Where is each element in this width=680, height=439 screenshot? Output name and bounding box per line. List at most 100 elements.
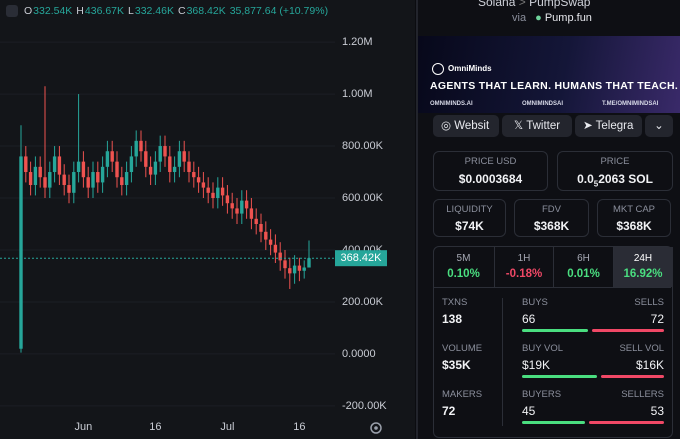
twitter-button[interactable]: 𝕏 Twitter bbox=[502, 115, 572, 137]
dex[interactable]: PumpSwap bbox=[529, 0, 591, 9]
banner-link[interactable]: T.ME/OMNIMINDSAI bbox=[602, 101, 659, 107]
telegram-button[interactable]: ➤ Telegra bbox=[575, 115, 642, 137]
candle-body bbox=[168, 156, 172, 173]
timeframe-tab[interactable]: 6H 0.01% bbox=[553, 247, 613, 287]
ohlc-value: 332.46K bbox=[135, 5, 174, 17]
settings-icon[interactable] bbox=[370, 422, 382, 434]
x-tick-label: Jul bbox=[220, 421, 234, 433]
candle-body bbox=[240, 200, 244, 214]
candle-body bbox=[52, 156, 57, 173]
sell-label: SELL VOL bbox=[619, 343, 664, 354]
candle-body bbox=[206, 187, 210, 193]
ohlc-key: L bbox=[128, 5, 134, 17]
candle-body bbox=[139, 140, 143, 152]
buy-bar bbox=[522, 375, 598, 378]
metric-label: LIQUIDITY bbox=[446, 204, 493, 215]
ohlc-value: 368.42K bbox=[187, 5, 226, 17]
candle-body bbox=[268, 239, 273, 245]
via-label: via bbox=[512, 12, 527, 24]
y-tick-label: -200.00K bbox=[342, 400, 387, 412]
sell-bar bbox=[589, 421, 664, 424]
candle-body bbox=[211, 192, 215, 199]
timeframe-label: 1H bbox=[517, 253, 531, 264]
y-tick-label: 600.00K bbox=[342, 192, 384, 204]
txns-value: 138 bbox=[442, 312, 463, 326]
candle-body bbox=[230, 203, 234, 209]
candle-body bbox=[192, 172, 196, 178]
metric-box: LIQUIDITY $74K bbox=[433, 199, 506, 237]
sell-label: SELLS bbox=[634, 297, 664, 308]
buy-label: BUYERS bbox=[522, 389, 562, 400]
ohlc-key: H bbox=[76, 5, 84, 17]
more-button[interactable]: ⌄ bbox=[645, 115, 673, 137]
candle-body bbox=[110, 151, 114, 162]
candle-body bbox=[148, 166, 153, 175]
buy-bar bbox=[522, 329, 588, 332]
price-usd: $0.0003684 bbox=[458, 172, 523, 186]
price-native-box: PRICE 0.052063 SOL bbox=[557, 151, 673, 191]
pair-panel: Solana > PumpSwap via ● Pump.fun OmniMin… bbox=[416, 0, 680, 439]
timeframe-tab[interactable]: 24H 16.92% bbox=[612, 247, 673, 287]
makers-label: MAKERS bbox=[442, 389, 483, 400]
volume-label: VOLUME bbox=[442, 343, 483, 354]
launchpad-row: via ● Pump.fun bbox=[512, 12, 592, 24]
symbol-icon bbox=[6, 5, 18, 17]
metric-value: $368K bbox=[533, 219, 570, 233]
candle-body bbox=[96, 172, 100, 183]
website-button[interactable]: ◎ Websit bbox=[433, 115, 499, 137]
candle-body bbox=[134, 140, 138, 157]
sell-bar bbox=[591, 329, 664, 332]
brand: OmniMinds bbox=[448, 64, 492, 73]
metric-box: MKT CAP $368K bbox=[597, 199, 671, 237]
sell-value: 72 bbox=[650, 312, 664, 326]
candle-body bbox=[33, 166, 38, 186]
candle-body bbox=[235, 208, 239, 214]
candle-body bbox=[43, 177, 47, 188]
candle-body bbox=[187, 161, 191, 173]
price-native: 0.052063 SOL bbox=[558, 172, 672, 188]
candle-body bbox=[158, 146, 162, 162]
timeframe-change: 16.92% bbox=[623, 268, 663, 280]
chain[interactable]: Solana bbox=[478, 0, 516, 9]
candle-body bbox=[259, 223, 263, 232]
sell-value: 53 bbox=[650, 404, 664, 418]
candle-body bbox=[62, 174, 66, 186]
chart: O 332.54K H 436.67K L 332.46K C 368.42K 35,877.6… bbox=[0, 4, 388, 434]
candle-body bbox=[216, 187, 220, 199]
banner: OmniMinds AGENTS THAT LEARN. HUMANS THAT… bbox=[418, 36, 680, 113]
candle-body bbox=[288, 268, 292, 274]
launchpad[interactable]: Pump.fun bbox=[544, 12, 592, 24]
y-tick-label: 200.00K bbox=[342, 296, 384, 308]
candle-body bbox=[292, 265, 297, 274]
ohlc-key: C bbox=[178, 5, 186, 17]
tagline: AGENTS THAT LEARN. HUMANS THAT TEACH. bbox=[430, 80, 679, 92]
price-native-label: PRICE bbox=[600, 156, 630, 167]
change: 35,877.64 (+10.79%) bbox=[230, 5, 328, 17]
timeframe-label: 5M bbox=[456, 253, 471, 264]
candle-body bbox=[72, 172, 76, 193]
buy-label: BUY VOL bbox=[522, 343, 564, 354]
timeframe-change: 0.10% bbox=[447, 268, 480, 280]
buy-label: BUYS bbox=[522, 297, 548, 308]
candle-body bbox=[19, 156, 23, 349]
price-zeros: 5 bbox=[593, 179, 599, 189]
timeframe-tab[interactable]: 5M 0.10% bbox=[434, 247, 493, 287]
candle-body bbox=[124, 172, 129, 186]
y-tick-label: 1.20M bbox=[342, 36, 373, 48]
y-tick-label: 0.0000 bbox=[342, 348, 376, 360]
candle-body bbox=[264, 231, 268, 240]
divider bbox=[502, 298, 503, 426]
button-label: Telegra bbox=[595, 120, 634, 132]
x-tick-label: 16 bbox=[149, 421, 161, 433]
banner-link[interactable]: OMNIMINDS.AI bbox=[430, 101, 473, 107]
candle-body bbox=[48, 172, 52, 188]
candle-body bbox=[91, 172, 95, 188]
candle-body bbox=[76, 161, 81, 173]
timeframe-tab[interactable]: 1H -0.18% bbox=[493, 247, 554, 287]
candle-body bbox=[86, 177, 90, 188]
txns-label: TXNS bbox=[442, 297, 468, 308]
candle-body bbox=[244, 200, 249, 209]
candle-body bbox=[220, 187, 225, 196]
banner-link[interactable]: OMNIMINDSAI bbox=[522, 101, 563, 107]
candle-body bbox=[28, 172, 33, 186]
